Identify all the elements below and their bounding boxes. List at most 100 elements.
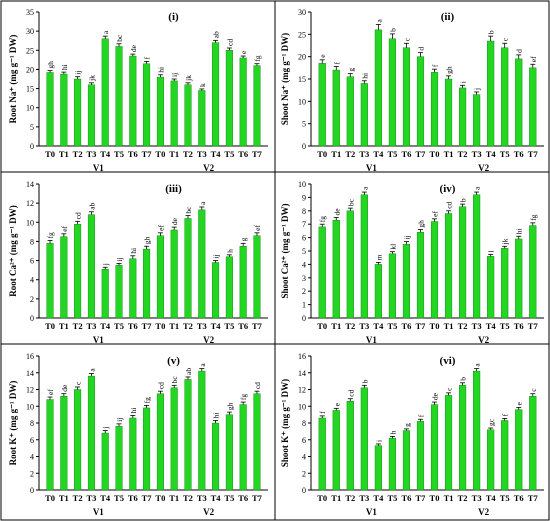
significance-letter: fg: [529, 214, 538, 220]
x-tick-label: T6: [514, 321, 524, 331]
x-tick-label: T5: [114, 493, 124, 503]
panel-6: 0 2 4 6 8 10 12 14 16 Shoot K⁺ (mg g⁻¹ DW) (vi) f T0…: [280, 352, 544, 517]
bar-V1-T2: [74, 78, 82, 147]
x-tick-label: T6: [514, 493, 524, 503]
y-tick-label: 0: [30, 314, 34, 323]
bar-V2-T0: [156, 235, 164, 319]
y-tick-label: 0: [30, 486, 34, 495]
x-tick-label: T3: [472, 321, 482, 331]
significance-letter: d: [416, 47, 425, 51]
significance-letter: m: [374, 254, 383, 260]
bar-V2-T6: [515, 58, 523, 147]
group-label-V1: V1: [366, 163, 377, 173]
x-tick-label: T3: [359, 321, 369, 331]
bar-V1-T4: [101, 38, 109, 147]
significance-letter: cd: [346, 389, 355, 396]
bar-V2-T7: [529, 396, 537, 491]
significance-letter: ef: [156, 224, 165, 230]
bar-V2-T7: [253, 235, 261, 319]
x-tick-label: T3: [472, 149, 482, 159]
significance-letter: a: [198, 363, 207, 367]
significance-letter: hi: [212, 413, 221, 419]
bar-V1-T2: [74, 223, 82, 319]
significance-letter: j: [101, 426, 110, 429]
bar-V2-T5: [225, 256, 233, 319]
significance-letter: i: [374, 440, 383, 442]
y-tick-label: 0: [302, 486, 306, 495]
bar-V1-T6: [129, 417, 137, 491]
y-tick-label: 10: [26, 218, 34, 227]
x-tick-label: T1: [331, 149, 341, 159]
panel-title: (iii): [165, 183, 182, 195]
y-tick-label: 20: [298, 53, 306, 62]
x-tick-label: T5: [500, 493, 510, 503]
significance-letter: de: [332, 208, 341, 216]
y-tick-label: 5: [30, 123, 34, 132]
bar-V1-T4: [374, 29, 382, 147]
bar-V1-T6: [402, 47, 411, 147]
bar-V1-T0: [318, 226, 326, 319]
bar-V2-T1: [444, 213, 453, 319]
y-tick-label: 14: [26, 369, 34, 378]
significance-letter: hi: [515, 228, 524, 234]
x-tick-label: T0: [45, 149, 55, 159]
bar-V1-T0: [318, 63, 326, 147]
significance-letter: jk: [87, 75, 96, 82]
y-tick-label: 5: [302, 120, 306, 129]
x-tick-label: T7: [252, 321, 263, 331]
y-tick-label: 6: [302, 234, 306, 243]
x-tick-label: T2: [73, 321, 83, 331]
x-tick-label: T5: [500, 149, 510, 159]
y-tick-label: 4: [302, 453, 306, 462]
bar-V1-T1: [332, 410, 340, 491]
significance-letter: fg: [143, 397, 152, 403]
significance-letter: ij: [115, 257, 124, 261]
x-tick-label: T6: [401, 321, 411, 331]
panel-title: (iv): [440, 183, 456, 195]
x-tick-label: T0: [317, 321, 327, 331]
x-tick-label: T7: [252, 493, 263, 503]
significance-letter: j: [101, 263, 110, 266]
significance-letter: d: [515, 49, 524, 53]
significance-letter: cd: [253, 382, 262, 389]
group-label-V2: V2: [478, 335, 489, 345]
bar-V2-T4: [487, 40, 495, 147]
bar-V1-T2: [346, 401, 354, 491]
significance-letter: ab: [87, 202, 96, 209]
bar-V2-T3: [198, 370, 206, 491]
x-tick-label: T7: [528, 321, 539, 331]
bar-V1-T1: [60, 236, 68, 319]
y-tick-label: 2: [302, 469, 306, 478]
x-tick-label: T1: [59, 493, 69, 503]
bar-V1-T3: [87, 84, 95, 147]
x-tick-label: T1: [444, 321, 454, 331]
bar-V2-T0: [430, 221, 439, 319]
significance-letter: a: [198, 201, 207, 205]
significance-letter: ef: [46, 389, 55, 395]
y-tick-label: 10: [26, 402, 34, 411]
x-tick-label: T7: [142, 149, 153, 159]
bar-V2-T3: [473, 94, 481, 147]
y-axis-label: Shoot Na⁺ (mg g⁻¹ DW): [280, 33, 290, 125]
significance-letter: fg: [318, 216, 327, 222]
bar-V2-T3: [198, 209, 206, 319]
significance-letter: f: [416, 414, 425, 417]
x-tick-label: T1: [444, 149, 454, 159]
x-tick-label: T0: [155, 149, 165, 159]
bar-V2-T5: [225, 414, 233, 491]
bar-V2-T1: [444, 78, 453, 147]
significance-letter: h: [225, 249, 234, 253]
significance-letter: gh: [143, 236, 152, 244]
significance-letter: ij: [170, 73, 179, 77]
significance-letter: j: [473, 88, 482, 91]
significance-letter: g: [346, 68, 355, 72]
bar-V1-T1: [332, 219, 340, 319]
bar-V1-T5: [115, 426, 123, 491]
y-tick-label: 35: [26, 8, 34, 17]
y-tick-label: 4: [30, 453, 34, 462]
significance-letter: gc: [487, 418, 496, 426]
y-tick-label: 1: [302, 301, 306, 310]
bar-V1-T6: [129, 258, 137, 319]
x-tick-label: T0: [155, 493, 165, 503]
x-tick-label: T2: [458, 149, 468, 159]
